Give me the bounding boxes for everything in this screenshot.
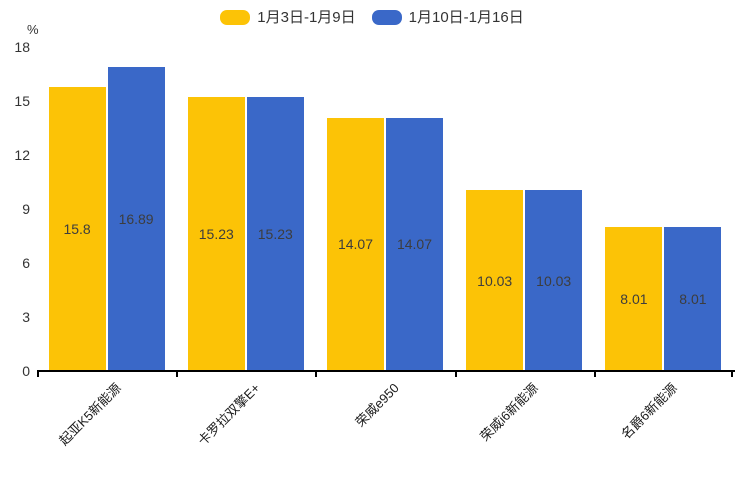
legend-item-week1[interactable]: 1月3日-1月9日 (220, 8, 356, 26)
y-axis-unit-label: % (27, 22, 39, 37)
x-axis-tick (731, 372, 733, 377)
bar-week1 (605, 226, 663, 371)
x-axis-line (37, 370, 735, 372)
bar-week1 (48, 86, 106, 371)
x-axis-tick (176, 372, 179, 377)
y-tick-label: 12 (14, 147, 30, 163)
legend-swatch-yellow-icon (220, 9, 251, 25)
bar-week2 (107, 66, 165, 371)
y-tick-label: 15 (14, 93, 30, 109)
x-axis-tick (593, 372, 596, 377)
x-axis-tick (315, 372, 318, 377)
bar-week2 (386, 117, 443, 371)
bar-week1 (327, 117, 384, 371)
plot-area: 15.8 16.89 15.23 15.23 14.07 14.07 10.03 10.03 8… (37, 47, 733, 371)
bar-week2 (525, 190, 583, 371)
category-label: 名爵6新能源 (618, 380, 681, 442)
bar-week2 (664, 226, 722, 371)
y-tick-label: 3 (22, 309, 30, 325)
legend-label-week2: 1月10日-1月16日 (408, 8, 524, 26)
bar-week1 (466, 190, 524, 371)
x-axis-tick (37, 372, 39, 377)
category-label: 荣威e950 (352, 380, 402, 430)
category-label: 荣威i6新能源 (477, 380, 542, 445)
y-tick-label: 6 (22, 255, 30, 271)
legend-swatch-blue-icon (371, 9, 402, 25)
y-tick-label: 9 (22, 201, 30, 217)
y-tick-label: 0 (22, 363, 30, 379)
chart-legend: 1月3日-1月9日 1月10日-1月16日 (0, 6, 744, 28)
bar-week1 (187, 96, 245, 371)
legend-label-week1: 1月3日-1月9日 (257, 8, 356, 26)
y-tick-label: 18 (14, 39, 30, 55)
category-label: 起亚K5新能源 (55, 380, 124, 449)
category-label: 卡罗拉双擎E+ (194, 380, 263, 449)
x-axis-tick (454, 372, 457, 377)
bar-week2 (246, 96, 304, 371)
legend-item-week2[interactable]: 1月10日-1月16日 (371, 8, 524, 26)
